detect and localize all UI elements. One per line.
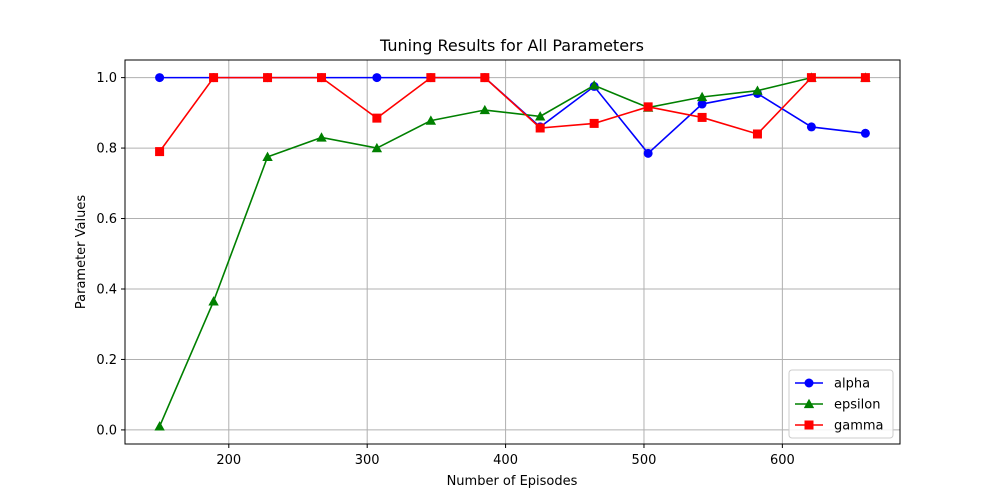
epsilon-point <box>752 85 763 95</box>
gamma-point <box>589 118 599 128</box>
y-tick-label: 1.0 <box>96 71 117 86</box>
legend-marker <box>803 398 815 409</box>
gamma-point <box>860 73 870 83</box>
legend-item-epsilon: epsilon <box>795 398 880 413</box>
alpha-point <box>372 73 382 83</box>
epsilon-line <box>158 76 866 427</box>
gamma-point <box>317 73 327 83</box>
y-tick-label: 0.0 <box>96 423 117 438</box>
x-tick-label: 500 <box>632 453 657 468</box>
gamma-point <box>643 102 653 112</box>
gamma-point <box>697 112 707 122</box>
legend-marker <box>804 378 814 388</box>
plot-frame <box>124 59 901 445</box>
gamma-point <box>209 73 219 83</box>
axis-ticks: 200 300 400 500 600 0.0 0.2 0.4 0.6 0.8 1.0 <box>96 71 794 468</box>
legend-label: alpha <box>834 377 870 392</box>
epsilon-point <box>425 115 437 125</box>
chart-title: Tuning Results for All Parameters <box>379 36 644 55</box>
epsilon-point <box>154 421 165 431</box>
series-epsilon <box>154 72 871 431</box>
x-tick-label: 300 <box>355 453 380 468</box>
gamma-point <box>155 147 165 157</box>
series-layer <box>154 72 871 431</box>
legend-marker <box>804 420 814 430</box>
grid-lines <box>125 60 900 444</box>
y-tick-label: 0.2 <box>96 353 117 368</box>
gamma-point <box>535 123 545 133</box>
epsilon-point <box>534 111 546 121</box>
alpha-point <box>806 122 816 132</box>
gamma-point <box>372 113 382 123</box>
epsilon-point <box>262 151 273 162</box>
alpha-point <box>697 99 707 109</box>
y-tick-label: 0.6 <box>96 212 117 227</box>
series-gamma <box>155 73 870 157</box>
alpha-point <box>155 73 165 83</box>
alpha-point <box>643 148 653 158</box>
epsilon-point <box>316 132 327 142</box>
epsilon-point <box>588 80 600 90</box>
y-axis-label: Parameter Values <box>74 195 89 309</box>
x-tick-label: 200 <box>216 453 241 468</box>
legend-item-alpha: alpha <box>795 377 870 392</box>
legend-label: gamma <box>834 419 884 434</box>
epsilon-point <box>696 91 708 102</box>
y-tick-label: 0.8 <box>96 142 117 157</box>
legend-box <box>788 369 894 439</box>
gamma-point <box>752 129 762 139</box>
gamma-point <box>806 73 816 83</box>
legend-item-gamma: gamma <box>795 419 884 434</box>
x-tick-label: 400 <box>493 453 518 468</box>
gamma-point <box>426 73 436 83</box>
epsilon-point <box>208 296 219 306</box>
legend-label: epsilon <box>834 398 880 413</box>
alpha-point <box>860 128 870 138</box>
epsilon-point <box>371 142 383 153</box>
epsilon-point <box>479 104 491 115</box>
y-tick-label: 0.4 <box>96 282 117 297</box>
x-tick-label: 600 <box>770 453 795 468</box>
x-axis-label: Number of Episodes <box>447 474 578 489</box>
gamma-line <box>158 76 866 153</box>
gamma-point <box>263 73 273 83</box>
legend: alpha epsilon gamma <box>788 369 894 439</box>
gamma-point <box>480 73 490 83</box>
